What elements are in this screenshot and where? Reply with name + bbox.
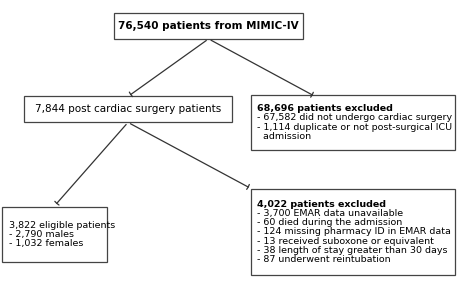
Text: - 1,032 females: - 1,032 females	[9, 239, 83, 249]
Text: 4,022 patients excluded: 4,022 patients excluded	[257, 200, 386, 209]
Text: - 13 received suboxone or equivalent: - 13 received suboxone or equivalent	[257, 236, 434, 246]
Text: - 124 missing pharmacy ID in EMAR data: - 124 missing pharmacy ID in EMAR data	[257, 227, 451, 236]
FancyBboxPatch shape	[2, 207, 107, 262]
Text: 68,696 patients excluded: 68,696 patients excluded	[257, 104, 393, 113]
Text: - 3,700 EMAR data unavailable: - 3,700 EMAR data unavailable	[257, 209, 403, 218]
FancyBboxPatch shape	[24, 96, 232, 122]
Text: 76,540 patients from MIMIC-IV: 76,540 patients from MIMIC-IV	[118, 21, 299, 31]
Text: 3,822 eligible patients: 3,822 eligible patients	[9, 221, 115, 230]
Text: admission: admission	[257, 132, 311, 141]
Text: - 67,582 did not undergo cardiac surgery: - 67,582 did not undergo cardiac surgery	[257, 113, 453, 122]
FancyBboxPatch shape	[251, 95, 455, 150]
Text: - 1,114 duplicate or not post-surgical ICU: - 1,114 duplicate or not post-surgical I…	[257, 122, 453, 132]
Text: - 2,790 males: - 2,790 males	[9, 230, 73, 239]
Text: - 38 length of stay greater than 30 days: - 38 length of stay greater than 30 days	[257, 246, 448, 255]
FancyBboxPatch shape	[114, 13, 303, 39]
Text: - 60 died during the admission: - 60 died during the admission	[257, 218, 402, 227]
Text: - 87 underwent reintubation: - 87 underwent reintubation	[257, 255, 391, 264]
Text: 7,844 post cardiac surgery patients: 7,844 post cardiac surgery patients	[35, 105, 221, 114]
FancyBboxPatch shape	[251, 189, 455, 275]
